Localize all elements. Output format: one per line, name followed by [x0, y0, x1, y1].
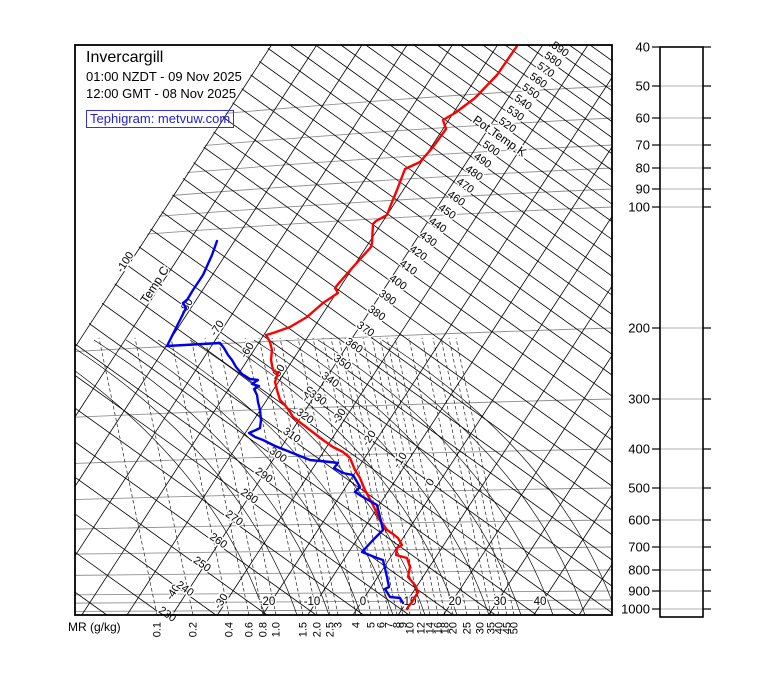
- pressure-tick-label: 1000: [621, 602, 650, 617]
- isotherm-label: -20: [259, 596, 276, 608]
- wind-barb-column: [652, 46, 711, 618]
- station-title: Invercargill: [86, 49, 164, 66]
- pressure-tick-label: 40: [636, 40, 650, 55]
- pressure-tick-label: 50: [636, 79, 650, 94]
- pressure-tick-label: 900: [628, 584, 650, 599]
- pressure-tick-label: 90: [636, 182, 650, 197]
- pot-temp-label: 420: [407, 243, 429, 263]
- mr-tick-label: 8: [392, 622, 404, 628]
- mr-tick-label: 35: [486, 622, 498, 634]
- datetime-gmt: 12:00 GMT - 08 Nov 2025: [86, 86, 237, 101]
- isotherm-label: -70: [208, 318, 227, 338]
- sounding-traces: [165, 45, 519, 611]
- mr-tick-label: 2.0: [312, 622, 324, 637]
- pressure-tick-label: 600: [628, 513, 650, 528]
- dewpoint-trace: [165, 239, 405, 605]
- mr-tick-label: 10: [405, 622, 417, 634]
- mr-tick-label: 1.0: [271, 622, 283, 637]
- pot-temp-label: 360: [343, 336, 365, 356]
- mr-tick-label: 7: [384, 622, 396, 628]
- mr-tick-label: 9: [398, 622, 410, 628]
- isotherm-label: -100: [114, 250, 136, 275]
- mr-tick-label: 0.2: [188, 622, 200, 637]
- isobar-lines: [75, 85, 612, 612]
- mr-tick-label: 5: [366, 622, 378, 628]
- title-block: Invercargill 01:00 NZDT - 09 Nov 2025 12…: [86, 48, 242, 128]
- pot-temp-label: 320: [294, 406, 316, 426]
- pressure-tick-label: 400: [628, 442, 650, 457]
- mr-tick-label: 45: [502, 622, 514, 634]
- pressure-tick-label: 800: [628, 563, 650, 578]
- mr-tick-label: 30: [475, 622, 487, 634]
- isotherm-label: -20: [360, 428, 379, 448]
- mr-tick-label: 0.4: [224, 622, 236, 637]
- mr-tick-label: 4: [351, 622, 363, 628]
- mr-tick-label: 0.6: [244, 622, 256, 637]
- mr-tick-label: 0.8: [258, 622, 270, 637]
- mr-tick-label: 16: [433, 622, 445, 634]
- isotherm-label: 0: [360, 596, 366, 608]
- pressure-tick-label: 70: [636, 138, 650, 153]
- isotherm-label: -30: [212, 591, 231, 611]
- datetime-local: 01:00 NZDT - 09 Nov 2025: [86, 69, 242, 84]
- mr-tick-label: 2.5: [325, 622, 337, 637]
- mr-axis-title: MR (g/kg): [68, 620, 121, 634]
- pot-temp-label: 340: [319, 370, 341, 390]
- pressure-tick-label: 60: [636, 111, 650, 126]
- isotherm-label: -10: [304, 596, 321, 608]
- pot-temp-label: 260: [207, 531, 229, 551]
- pot-temp-label: 410: [397, 258, 419, 278]
- mr-tick-label: 12: [416, 622, 428, 634]
- mr-tick-label: 50: [509, 622, 521, 634]
- mr-tick-label: 25: [462, 622, 474, 634]
- pressure-tick-label: 700: [628, 540, 650, 555]
- isotherm-lines: [75, 45, 612, 615]
- pressure-axis: 40 50 60 70 80 90 100 200 300 400 500 600 700 800 900 1…: [621, 40, 650, 617]
- pressure-tick-label: 500: [628, 481, 650, 496]
- isotherm-label: -60: [238, 340, 257, 360]
- mr-tick-label: 0.1: [152, 622, 164, 637]
- isotherm-label: 30: [494, 596, 507, 608]
- pot-temp-label: 380: [365, 303, 387, 323]
- pot-temp-label: 390: [376, 288, 398, 308]
- mr-tick-label: 18: [440, 622, 452, 634]
- mr-tick-label: 6: [376, 622, 388, 628]
- mr-tick-label: 3: [333, 622, 345, 628]
- pressure-tick-label: 80: [636, 161, 650, 176]
- metvuw-link[interactable]: Tephigram: metvuw.com: [86, 110, 235, 128]
- pot-temp-label: 280: [238, 486, 260, 506]
- pressure-tick-label: 100: [628, 200, 650, 215]
- mr-tick-label: 1.5: [298, 622, 310, 637]
- isotherm-label: 40: [534, 596, 547, 608]
- mr-tick-label: 14: [425, 622, 437, 634]
- dry-adiabat-lines: [75, 45, 612, 615]
- pot-temp-label: 400: [387, 272, 409, 292]
- mr-tick-label: 20: [448, 622, 460, 634]
- plot-border: [74, 44, 613, 616]
- isotherm-label: 20: [449, 596, 462, 608]
- pressure-tick-label: 200: [628, 321, 650, 336]
- mr-tick-label: 40: [494, 622, 506, 634]
- temperature-trace: [264, 45, 519, 611]
- temp-axis-title: Temp C: [138, 263, 172, 306]
- pressure-tick-label: 300: [628, 392, 650, 407]
